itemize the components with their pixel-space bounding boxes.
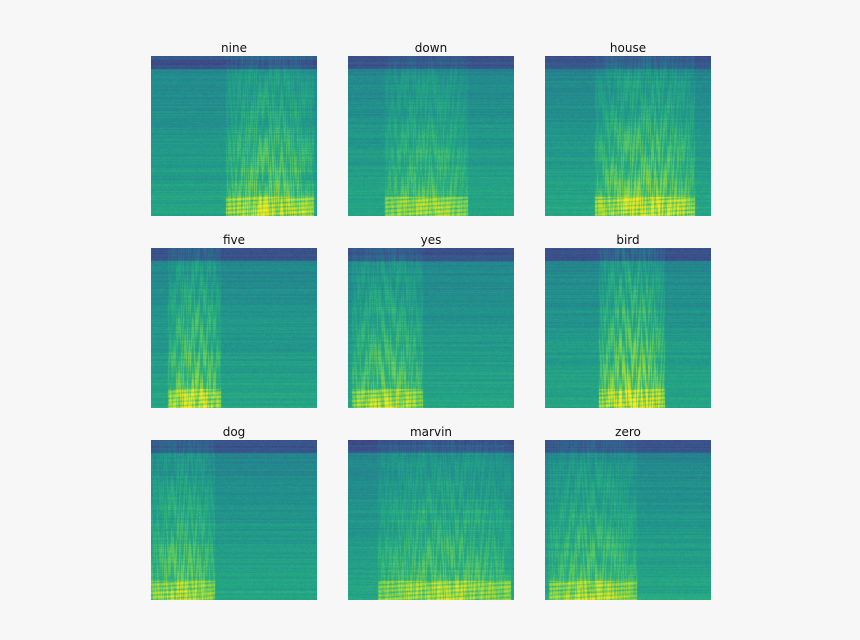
panel-title: dog: [222, 425, 246, 439]
panel-title: five: [222, 233, 246, 247]
panel-title: house: [609, 41, 647, 55]
spectrogram-down: [348, 56, 514, 216]
spectrogram-zero: [545, 440, 711, 600]
spectrogram-five: [151, 248, 317, 408]
panel-title: yes: [420, 233, 442, 247]
spectrogram-dog: [151, 440, 317, 600]
panel-title: zero: [615, 425, 641, 439]
panel-title: marvin: [409, 425, 453, 439]
panel-title: nine: [221, 41, 247, 55]
panel-title: down: [414, 41, 448, 55]
spectrogram-house: [545, 56, 711, 216]
spectrogram-nine: [151, 56, 317, 216]
spectrogram-marvin: [348, 440, 514, 600]
spectrogram-yes: [348, 248, 514, 408]
spectrogram-bird: [545, 248, 711, 408]
panel-title: bird: [616, 233, 640, 247]
